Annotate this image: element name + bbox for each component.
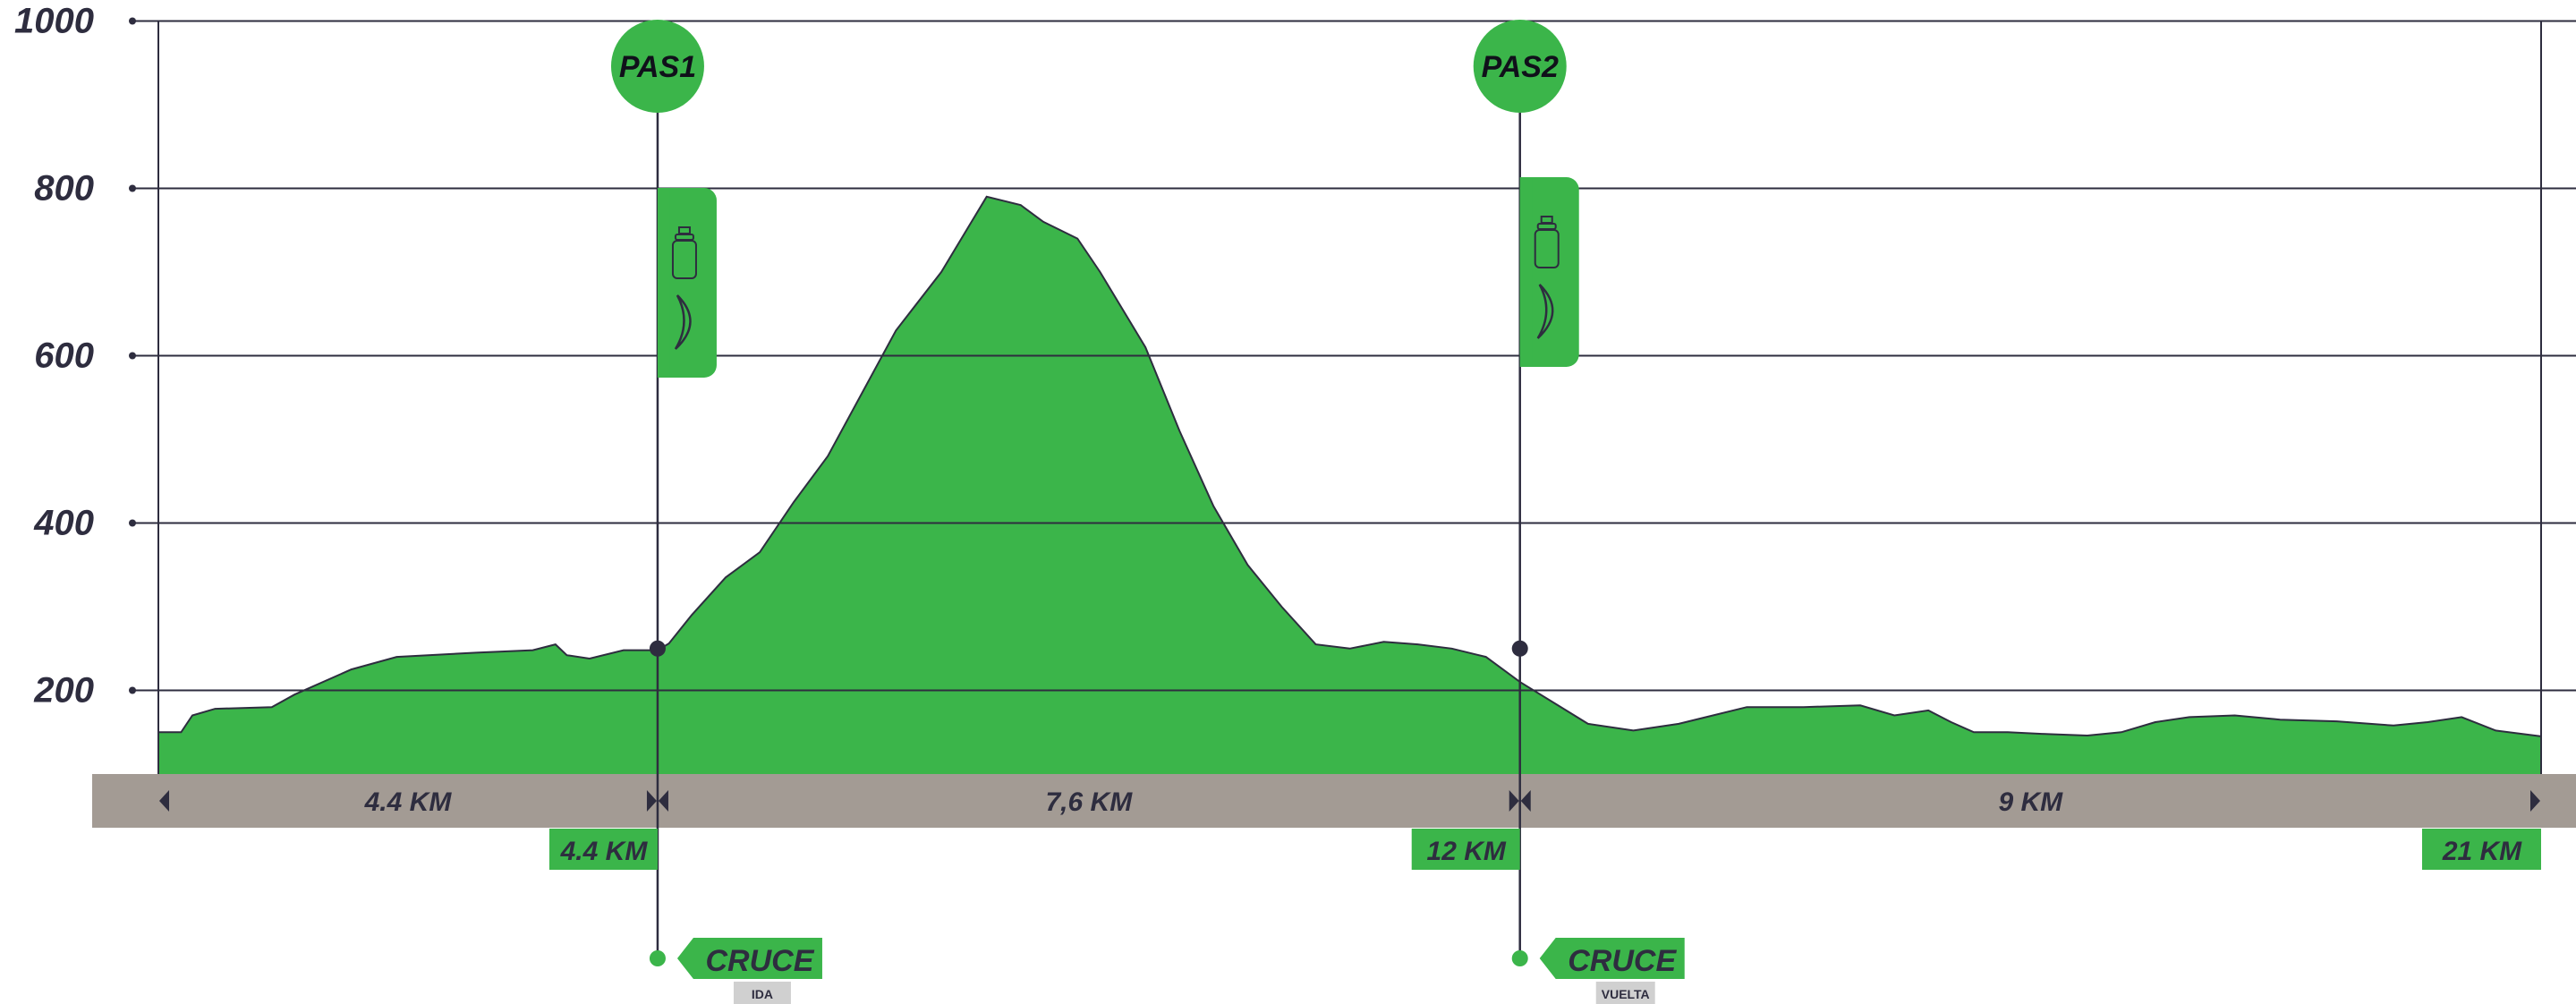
km-box-label: 21 KM bbox=[2442, 837, 2522, 866]
grid-tick-dot bbox=[129, 519, 136, 527]
segment-start-arrow bbox=[658, 790, 668, 812]
aid-station-panel bbox=[1519, 177, 1579, 367]
bottle-icon bbox=[671, 226, 697, 279]
segment-distance-label: 9 KM bbox=[1999, 787, 2064, 817]
km-box-label: 4.4 KM bbox=[560, 837, 649, 866]
km-box-label: 12 KM bbox=[1427, 837, 1507, 866]
segment-end-arrow bbox=[2530, 790, 2540, 812]
cruce-label: CRUCE bbox=[1568, 944, 1677, 978]
cruce-label: CRUCE bbox=[706, 944, 815, 978]
y-tick-label: 800 bbox=[34, 169, 94, 208]
distance-band bbox=[92, 774, 2576, 828]
segment-distance-label: 7,6 KM bbox=[1045, 787, 1133, 817]
marker-circle bbox=[1473, 20, 1567, 113]
segment-end-arrow bbox=[1509, 790, 1519, 812]
segment-end-arrow bbox=[646, 790, 657, 812]
segment-start-arrow bbox=[1520, 790, 1531, 812]
profile-area bbox=[158, 196, 2541, 775]
y-tick-label: 1000 bbox=[14, 2, 94, 41]
cruce-sub-tag bbox=[733, 982, 791, 1004]
y-tick-label: 600 bbox=[34, 336, 94, 376]
grid-tick-dot bbox=[129, 352, 136, 360]
cruce-dot bbox=[649, 950, 666, 966]
cruce-tag bbox=[1539, 938, 1685, 979]
profile-marker-dot bbox=[649, 640, 666, 657]
profile-marker-dot bbox=[1511, 640, 1528, 657]
cruce-dot bbox=[1511, 950, 1528, 966]
banana-icon bbox=[674, 294, 692, 350]
aid-station-panel bbox=[657, 188, 717, 378]
segment-start-arrow bbox=[159, 790, 169, 812]
km-box bbox=[2422, 829, 2541, 870]
marker-circle-label: PAS2 bbox=[1482, 50, 1559, 84]
bottle-icon bbox=[1534, 216, 1560, 268]
grid-tick-dot bbox=[129, 184, 136, 192]
y-tick-label: 200 bbox=[33, 671, 94, 710]
marker-circle-label: PAS1 bbox=[619, 50, 696, 84]
km-box bbox=[1411, 829, 1520, 870]
grid-tick-dot bbox=[129, 686, 136, 694]
segment-distance-label: 4.4 KM bbox=[364, 787, 453, 817]
cruce-sub-tag bbox=[1595, 982, 1655, 1004]
aid-station-panel-edge bbox=[657, 188, 670, 378]
km-box bbox=[548, 829, 658, 870]
aid-station-panel-edge bbox=[1519, 177, 1533, 367]
marker-circle bbox=[610, 20, 704, 113]
y-tick-label: 400 bbox=[33, 504, 94, 543]
grid-tick-dot bbox=[129, 17, 136, 25]
cruce-sub-label: IDA bbox=[752, 987, 773, 1001]
banana-icon bbox=[1536, 284, 1554, 339]
profile-line bbox=[158, 195, 2542, 737]
cruce-sub-label: VUELTA bbox=[1602, 987, 1650, 1001]
cruce-tag bbox=[676, 938, 822, 979]
